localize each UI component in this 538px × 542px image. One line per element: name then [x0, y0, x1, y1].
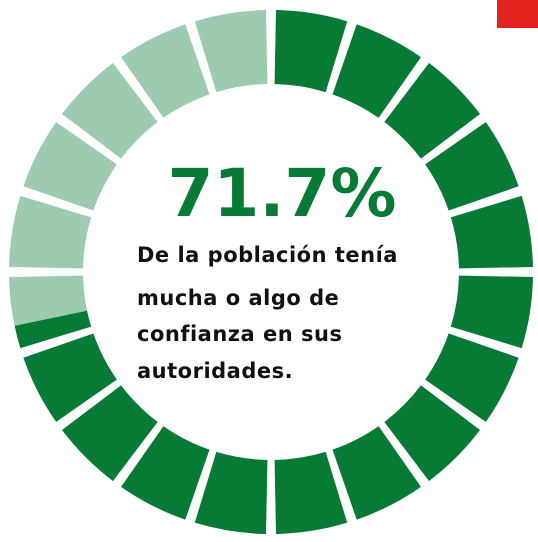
- gauge-fill-segment: [332, 426, 421, 520]
- gauge-track-segment: [121, 24, 210, 118]
- gauge-track-segment: [194, 10, 268, 93]
- description-line: confianza en sus: [137, 322, 342, 346]
- gauge-fill-segment: [384, 63, 480, 159]
- gauge-fill-segment: [62, 385, 158, 481]
- gauge-fill-segment: [384, 385, 480, 481]
- gauge-track-segment: [62, 63, 158, 159]
- gauge-fill-segment: [274, 451, 348, 534]
- gauge-track-segment: [23, 122, 117, 211]
- gauge-fill-segment: [194, 451, 268, 534]
- accent-square: [497, 0, 538, 28]
- gauge-fill-segment: [23, 333, 117, 422]
- gauge-fill: [14, 10, 533, 534]
- gauge-fill-segment: [274, 10, 348, 93]
- gauge-fill-segment: [121, 426, 210, 520]
- gauge-fill-segment: [450, 195, 533, 269]
- gauge-ring: [9, 10, 533, 534]
- gauge-fill-segment: [332, 24, 421, 118]
- gauge-fill-segment: [450, 275, 533, 349]
- description-line: autoridades.: [137, 359, 293, 383]
- gauge-fill-segment: [425, 333, 519, 422]
- description-line: mucha o algo de: [137, 286, 339, 310]
- gauge-value-label: 71.7%: [168, 155, 397, 232]
- description-line: De la población tenía: [137, 243, 398, 267]
- gauge-track-segment: [9, 195, 92, 269]
- gauge-fill-segment: [14, 310, 92, 349]
- gauge-fill-segment: [425, 122, 519, 211]
